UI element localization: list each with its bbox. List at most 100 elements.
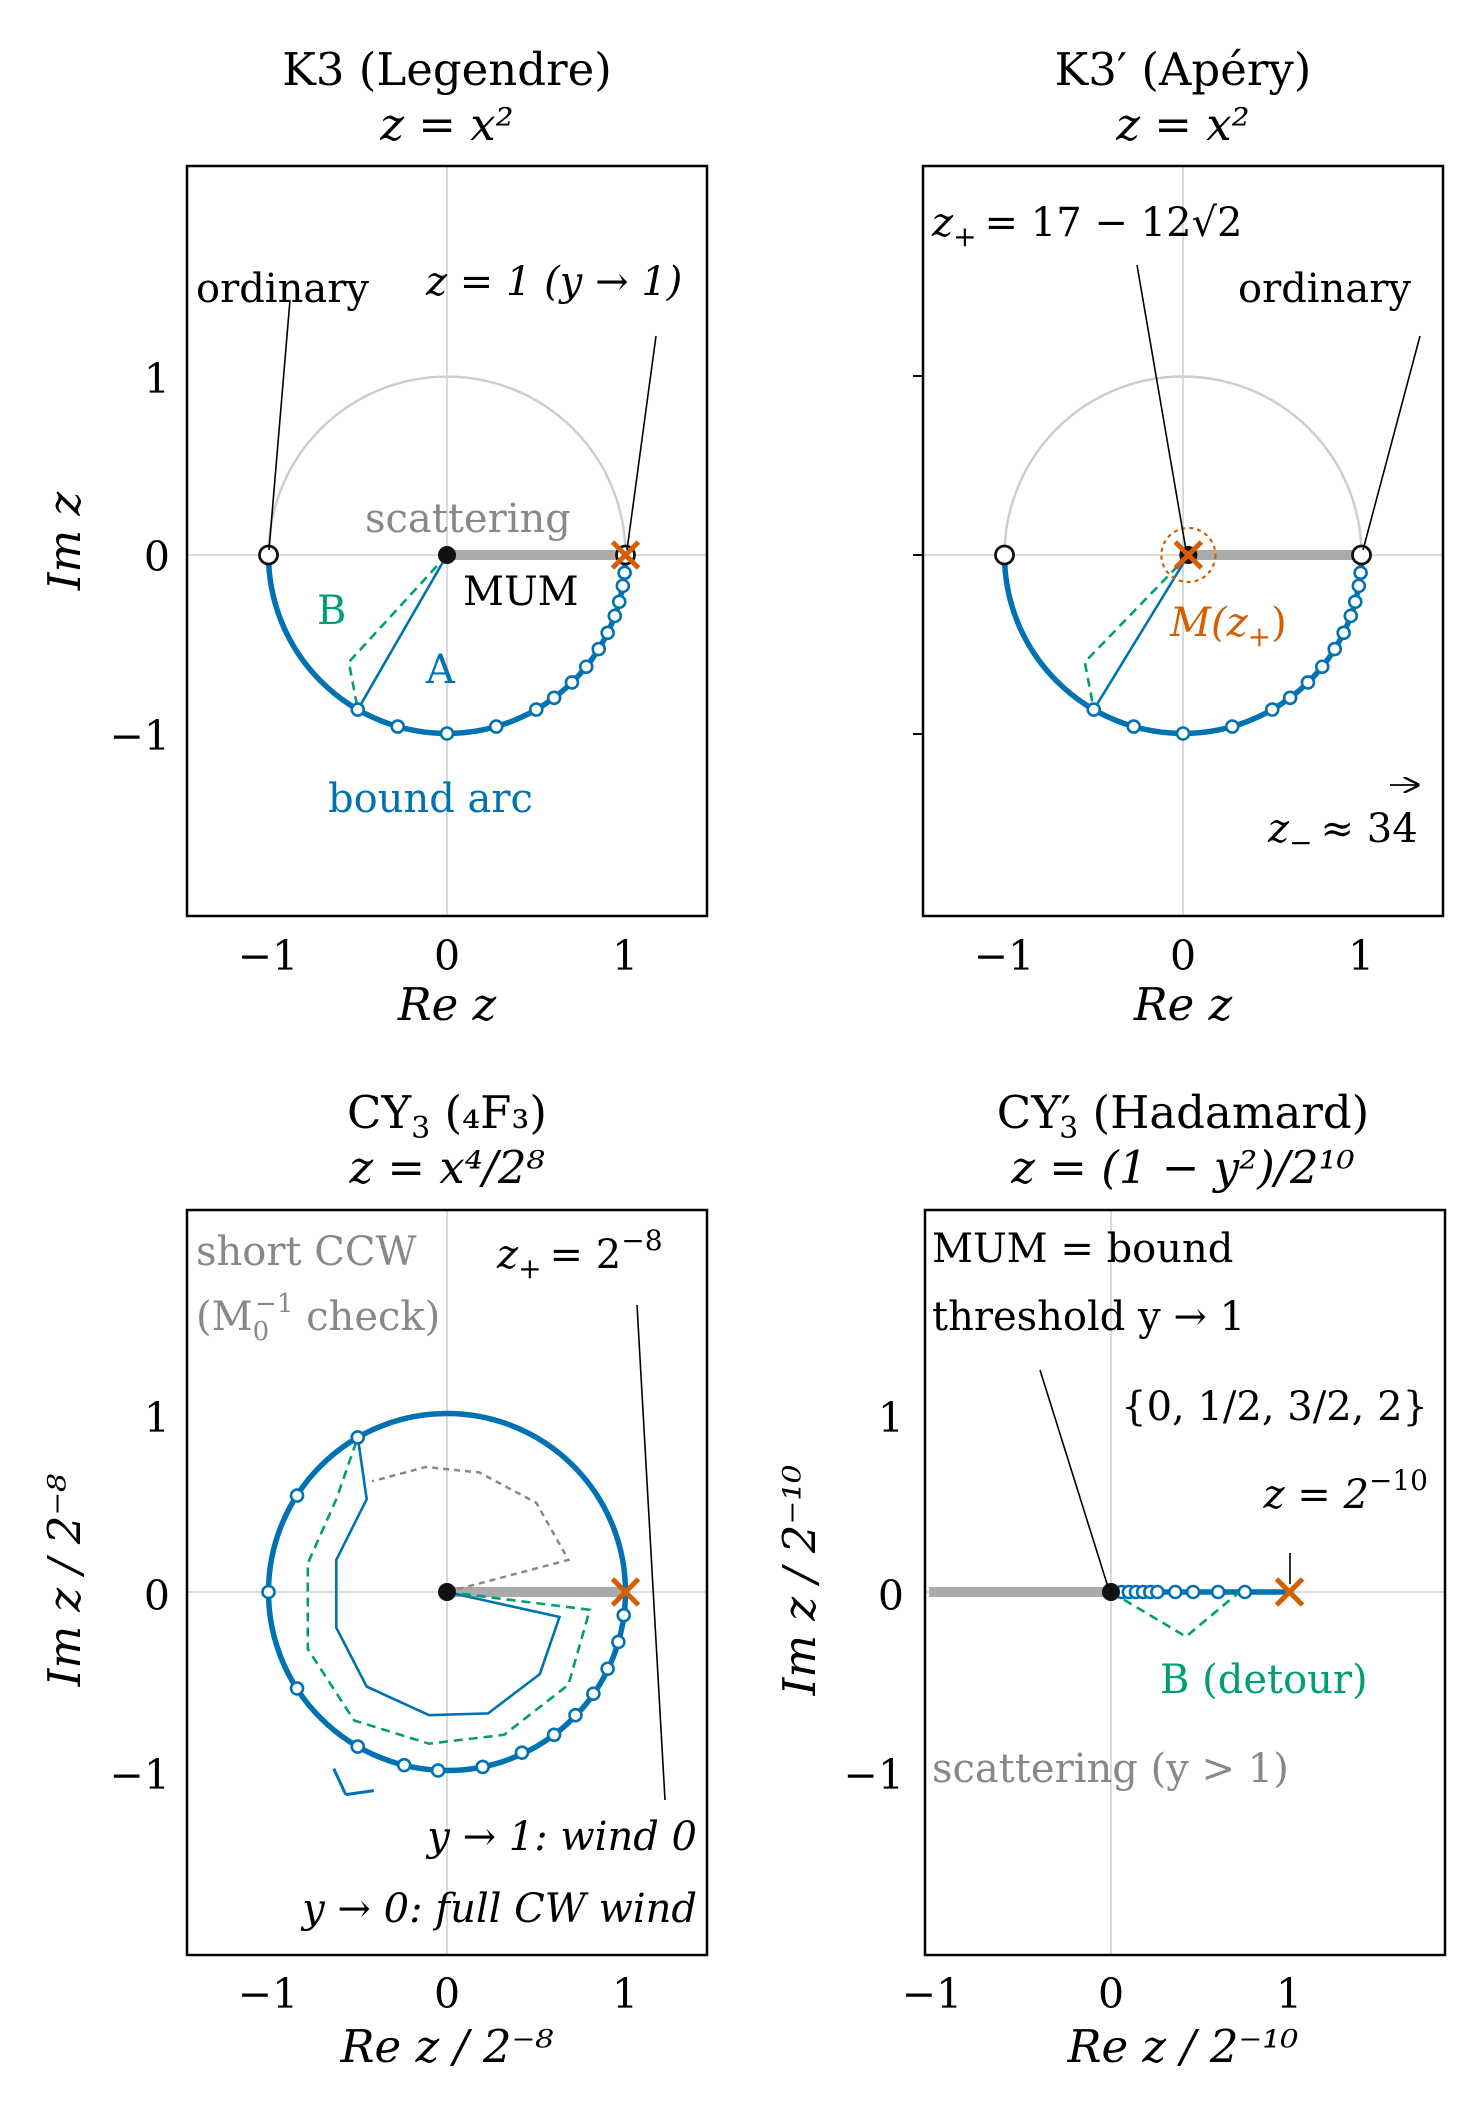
- sample-point: [586, 1686, 601, 1702]
- x-tick-label: 0: [434, 1970, 460, 2018]
- x-tick-label: −1: [238, 1970, 298, 2018]
- mum-point: [438, 546, 456, 564]
- y-tick-label: 0: [144, 1572, 170, 1620]
- leader-line: [1039, 1369, 1109, 1588]
- leader-line: [626, 335, 657, 551]
- sample-point: [1343, 608, 1359, 624]
- sample-point: [1086, 702, 1102, 717]
- path-b: [347, 554, 448, 710]
- sample-point: [1237, 1584, 1253, 1600]
- annotation-path-a: A: [425, 647, 456, 693]
- panel-title: CY′3 (Hadamard): [997, 1086, 1369, 1146]
- sample-point: [289, 1681, 305, 1696]
- sample-point: [600, 1661, 615, 1677]
- y-axis-label: Im z: [38, 491, 91, 591]
- sample-point: [396, 1757, 412, 1773]
- annotation-full-cw-wind: y → 0: full CW wind: [300, 1886, 697, 1932]
- sample-point: [514, 1745, 530, 1760]
- sample-point: [528, 702, 544, 717]
- sample-point: [1224, 719, 1240, 734]
- sample-point: [607, 608, 623, 624]
- x-tick-label: −1: [238, 932, 298, 980]
- y-tick-label: 0: [878, 1572, 904, 1620]
- annotation-path-b: B: [317, 588, 346, 634]
- y-tick-label: −1: [844, 1751, 904, 1799]
- mum-point: [438, 1583, 456, 1601]
- monodromy-loop: [1160, 526, 1217, 584]
- y-tick-label: 0: [144, 533, 170, 581]
- annotation-threshold: threshold y → 1: [932, 1294, 1245, 1340]
- sample-point: [1185, 1584, 1201, 1600]
- panel-subtitle: z = (1 − y²)/2¹⁰: [1010, 1141, 1354, 1194]
- panel-cy3: CY3 (₄F₃) z = x⁴/2⁸ 1 0 −1 −1 0 1 Re z /…: [38, 1086, 709, 2073]
- annotation-scattering: scattering: [365, 496, 571, 542]
- sample-point: [1282, 690, 1298, 706]
- sample-point: [616, 1607, 632, 1623]
- ordinary-point: [994, 544, 1015, 566]
- sample-point: [564, 675, 580, 690]
- panel-cy3prime: CY′3 (Hadamard) z = (1 − y²)/2¹⁰ 1 0 −1 …: [773, 1086, 1447, 2073]
- x-tick-label: −1: [974, 932, 1034, 980]
- y-tick-label: −1: [110, 1751, 170, 1799]
- mum-point: [1102, 1583, 1120, 1601]
- x-tick-label: −1: [902, 1970, 962, 2018]
- unit-semicircle: [267, 375, 627, 556]
- annotation-bound-arc: bound arc: [328, 776, 533, 822]
- plot-frame: [185, 164, 709, 918]
- leader-line: [268, 299, 291, 551]
- panel-title: CY3 (₄F₃): [347, 1086, 547, 1146]
- annotation-zplus: z+ = 17 − 12√2: [931, 200, 1242, 253]
- singular-point-x: [1173, 540, 1204, 570]
- path-a: [334, 1437, 562, 1717]
- unit-semicircle: [1003, 375, 1363, 556]
- sample-point: [1314, 659, 1330, 675]
- ccw-arrow-icon: [332, 1767, 374, 1797]
- annotation-short-ccw: short CCW: [196, 1229, 417, 1275]
- ordinary-point: [258, 544, 279, 566]
- annotation-mum-bound: MUM = bound: [932, 1226, 1233, 1272]
- plot-frame: [923, 1208, 1447, 1957]
- sample-point: [350, 1739, 366, 1754]
- panel-k3: K3 (Legendre) z = x² 1 0 −1 −1 0 1 Re z …: [38, 43, 709, 1031]
- panel-subtitle: z = x⁴/2⁸: [348, 1141, 544, 1194]
- panel-title: K3 (Legendre): [282, 43, 612, 96]
- plot-area: [923, 166, 1443, 916]
- path-a: [356, 554, 449, 711]
- x-axis-label: Re z: [397, 978, 497, 1031]
- annotation-scattering: scattering (y > 1): [932, 1746, 1289, 1792]
- panel-k3prime: K3′ (Apéry) z = x² −1 0 1 Re z z+ = 17 − …: [913, 43, 1445, 1031]
- y-tick-label: 1: [144, 355, 170, 403]
- sample-point: [289, 1488, 305, 1503]
- sample-point: [390, 719, 406, 734]
- sample-point: [546, 1727, 562, 1743]
- sample-point: [439, 726, 455, 741]
- annotation-zplus: z+ = 2−8: [496, 1224, 663, 1285]
- sample-point: [1264, 702, 1280, 717]
- leader-line: [1136, 264, 1187, 551]
- x-tick-label: 1: [612, 932, 638, 980]
- sample-point: [1167, 1584, 1183, 1600]
- leader-line: [1362, 335, 1421, 551]
- annotation-m-zplus: M(z+): [1169, 600, 1287, 653]
- panel-title: K3′ (Apéry): [1055, 43, 1312, 96]
- sample-point: [430, 1763, 446, 1778]
- sample-point: [1336, 625, 1351, 641]
- annotation-z: z = 2−10: [1262, 1464, 1428, 1518]
- x-axis-label: Re z: [1133, 978, 1233, 1031]
- ordinary-point: [1351, 544, 1372, 566]
- singular-point-x: [1274, 1577, 1305, 1607]
- plot-frame: [185, 1208, 709, 1957]
- sample-point: [568, 1707, 583, 1723]
- panel-subtitle: z = x²: [1115, 98, 1249, 151]
- path-a: [1092, 554, 1190, 711]
- annotation-detour: B (detour): [1160, 1657, 1368, 1703]
- plot-area: [187, 1210, 707, 1955]
- sample-point: [1300, 675, 1316, 690]
- x-tick-label: 0: [1098, 1970, 1124, 2018]
- plot-frame: [921, 164, 1445, 918]
- sample-point: [350, 702, 366, 717]
- sample-point: [1347, 594, 1363, 610]
- annotation-wind-0: y → 1: wind 0: [425, 1814, 697, 1860]
- leader-line: [636, 1304, 666, 1801]
- plot-area: [187, 166, 707, 916]
